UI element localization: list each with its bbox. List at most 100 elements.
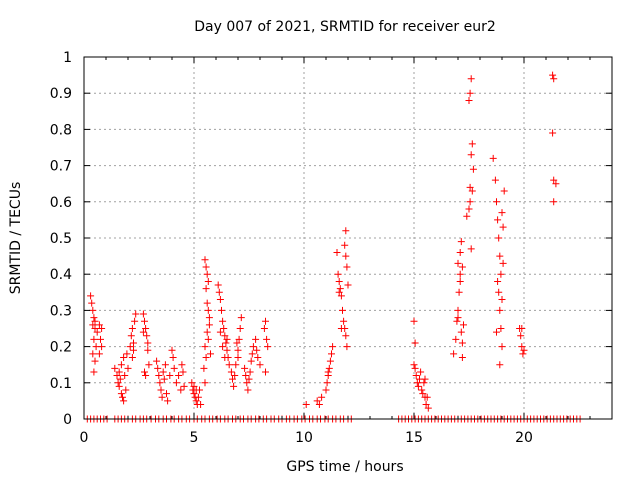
data-point xyxy=(93,328,101,336)
data-point xyxy=(237,314,245,322)
x-axis-label: GPS time / hours xyxy=(286,459,403,475)
data-point xyxy=(495,234,503,242)
data-point xyxy=(337,325,345,332)
data-point xyxy=(95,350,103,358)
data-point xyxy=(458,353,466,361)
data-point xyxy=(89,321,97,329)
data-point xyxy=(188,379,196,387)
data-point xyxy=(253,346,261,354)
data-point xyxy=(246,368,254,376)
data-point xyxy=(218,306,225,314)
data-point xyxy=(340,317,348,325)
data-point xyxy=(498,343,506,351)
data-point xyxy=(454,314,462,322)
x-tick-labels: 0 5 10 15 20 xyxy=(80,430,533,446)
data-point xyxy=(497,270,505,278)
data-point xyxy=(494,216,502,224)
data-point xyxy=(335,277,343,285)
data-point xyxy=(157,386,165,394)
x-tick-label: 20 xyxy=(515,430,533,446)
data-point xyxy=(202,285,210,293)
data-point xyxy=(497,325,505,332)
data-point xyxy=(88,299,96,307)
y-tick-label: 0.5 xyxy=(50,231,72,247)
y-tick-label: 0.6 xyxy=(50,195,72,211)
data-point xyxy=(496,361,504,369)
data-point xyxy=(156,379,164,387)
data-point xyxy=(500,187,508,195)
data-point xyxy=(318,393,326,401)
data-point xyxy=(414,382,422,390)
data-point xyxy=(201,256,209,264)
data-point xyxy=(123,350,131,358)
data-point xyxy=(120,397,128,405)
data-point xyxy=(420,379,428,387)
data-point xyxy=(223,335,231,343)
data-point xyxy=(341,241,349,249)
data-point xyxy=(227,368,235,376)
data-point xyxy=(194,393,202,401)
data-point xyxy=(496,306,504,314)
data-point xyxy=(144,339,152,347)
data-point xyxy=(205,321,213,329)
data-point xyxy=(175,372,183,380)
data-point xyxy=(154,364,162,372)
data-point xyxy=(498,296,506,304)
data-point xyxy=(552,180,560,188)
data-point xyxy=(411,339,419,347)
data-point xyxy=(225,361,233,369)
data-point xyxy=(128,353,136,361)
data-point xyxy=(201,343,209,351)
data-point xyxy=(115,382,123,390)
data-point xyxy=(131,317,139,325)
data-point xyxy=(252,335,260,343)
data-point xyxy=(457,328,465,336)
data-point xyxy=(342,332,350,340)
data-point xyxy=(115,368,123,376)
data-point xyxy=(499,259,507,267)
data-point xyxy=(197,401,205,409)
y-tick-label: 0 xyxy=(63,412,72,428)
data-point xyxy=(144,346,152,354)
data-point xyxy=(159,368,167,376)
data-point xyxy=(494,277,502,285)
data-point xyxy=(145,361,153,369)
data-point xyxy=(141,317,148,325)
data-point xyxy=(242,372,250,380)
data-point xyxy=(489,154,497,162)
data-point xyxy=(234,353,242,361)
data-point xyxy=(467,245,475,253)
data-point xyxy=(160,375,168,383)
data-point xyxy=(222,339,230,347)
data-point xyxy=(262,317,269,325)
data-point xyxy=(419,390,427,398)
data-point xyxy=(216,296,224,304)
data-point xyxy=(469,165,477,173)
data-point xyxy=(455,288,463,296)
data-point xyxy=(342,252,350,260)
data-point xyxy=(244,386,252,394)
data-point xyxy=(417,368,425,376)
data-point xyxy=(117,361,125,369)
y-tick-label: 0.3 xyxy=(50,303,72,319)
data-point xyxy=(452,335,460,343)
data-point xyxy=(454,259,462,267)
data-point xyxy=(248,350,256,358)
data-point xyxy=(89,306,97,314)
data-point xyxy=(124,364,132,372)
data-point xyxy=(344,281,352,289)
y-tick-label: 0.8 xyxy=(50,122,72,138)
data-point xyxy=(339,306,346,314)
data-point xyxy=(215,288,223,296)
data-point xyxy=(221,353,229,361)
data-point xyxy=(203,299,211,307)
data-point xyxy=(264,343,272,351)
x-tick-label: 10 xyxy=(295,430,313,446)
y-tick-label: 1 xyxy=(63,50,72,66)
data-point xyxy=(457,238,465,246)
chart-title: Day 007 of 2021, SRMTID for receiver eur… xyxy=(194,19,496,35)
data-point xyxy=(204,277,212,285)
data-point xyxy=(128,325,136,332)
